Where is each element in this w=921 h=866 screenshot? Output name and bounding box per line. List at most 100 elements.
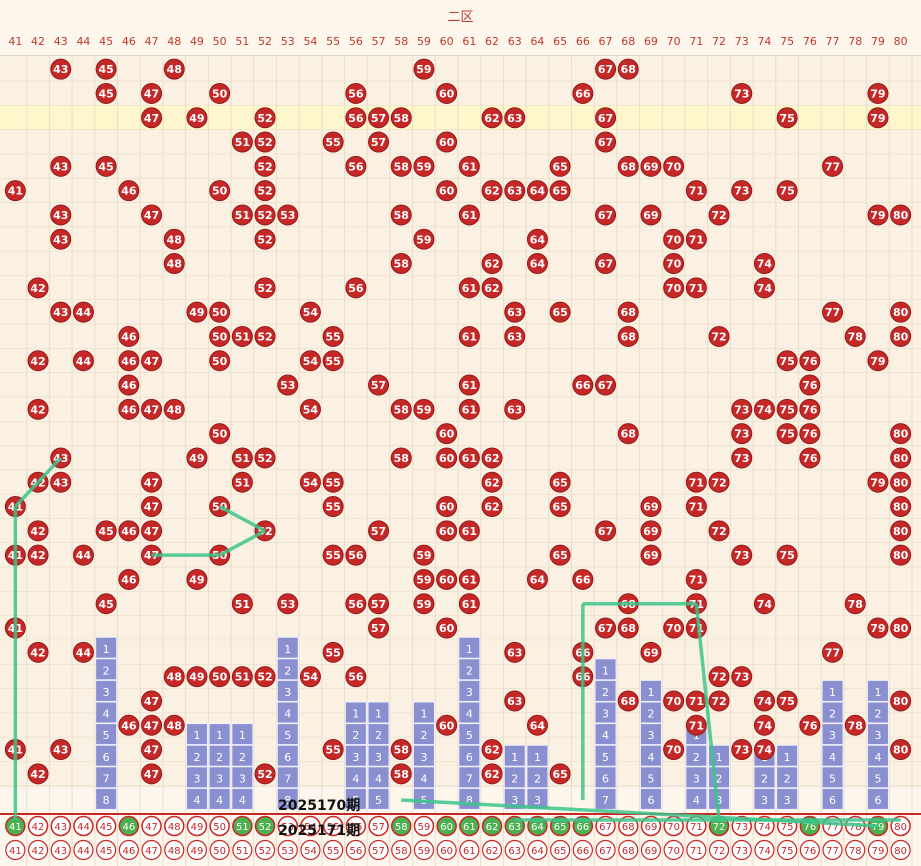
hist-block bbox=[208, 744, 231, 767]
period-170-label: 43 bbox=[54, 822, 67, 833]
hit-ball bbox=[595, 253, 617, 275]
hit-ball-label: 69 bbox=[643, 160, 658, 173]
hit-ball-label: 48 bbox=[167, 233, 182, 246]
hit-ball-label: 60 bbox=[439, 501, 455, 514]
hit-ball-label: 48 bbox=[167, 719, 182, 732]
hist-block-label: 8 bbox=[466, 794, 473, 807]
hit-ball-label: 71 bbox=[689, 622, 704, 635]
hit-ball-label: 61 bbox=[462, 330, 477, 343]
hist-block bbox=[821, 723, 844, 746]
hist-block bbox=[367, 744, 390, 767]
hit-ball bbox=[526, 714, 548, 736]
hit-ball-label: 58 bbox=[394, 112, 409, 125]
hit-ball bbox=[458, 593, 480, 615]
hist-block bbox=[458, 679, 481, 702]
trend-arrow bbox=[401, 798, 879, 828]
period-171-label: 73 bbox=[735, 846, 748, 857]
hit-ball-label: 75 bbox=[779, 549, 794, 562]
row-bg bbox=[0, 129, 921, 155]
hit-ball bbox=[504, 301, 526, 323]
hit-ball-label: 80 bbox=[893, 695, 909, 708]
period-170-label: 41 bbox=[9, 822, 22, 833]
hit-ball bbox=[95, 58, 117, 80]
hit-ball bbox=[322, 471, 344, 493]
period-170-label: 60 bbox=[440, 822, 453, 833]
hit-ball bbox=[481, 496, 503, 518]
hit-ball-label: 70 bbox=[666, 282, 682, 295]
hit-ball-label: 67 bbox=[598, 258, 613, 271]
hit-ball bbox=[776, 423, 798, 445]
hist-block bbox=[185, 766, 208, 789]
column-header-73: 73 bbox=[734, 35, 749, 48]
hit-ball bbox=[595, 204, 617, 226]
row-bg bbox=[0, 251, 921, 276]
hit-ball bbox=[163, 253, 185, 275]
period-171-ball bbox=[504, 839, 525, 861]
hit-ball bbox=[254, 107, 276, 129]
hit-ball-label: 47 bbox=[144, 768, 159, 781]
hit-ball-label: 73 bbox=[734, 428, 749, 441]
hist-block bbox=[185, 744, 208, 767]
period-171-label: 67 bbox=[599, 846, 612, 857]
hit-ball bbox=[890, 325, 912, 347]
hit-ball bbox=[413, 593, 435, 615]
hist-block bbox=[639, 723, 662, 746]
hit-ball bbox=[867, 471, 889, 493]
hist-block-label: 3 bbox=[602, 708, 609, 721]
hit-ball bbox=[595, 374, 617, 396]
hist-block bbox=[594, 723, 617, 746]
hit-ball-label: 73 bbox=[734, 744, 749, 757]
hit-ball-label: 66 bbox=[575, 573, 591, 586]
hit-ball-label: 69 bbox=[643, 549, 658, 562]
hit-ball-label: 73 bbox=[734, 452, 749, 465]
hit-ball bbox=[436, 82, 458, 104]
hit-ball bbox=[731, 447, 753, 469]
hist-block-label: 4 bbox=[216, 794, 223, 807]
hit-ball bbox=[867, 107, 889, 129]
hit-ball-label: 61 bbox=[462, 209, 477, 222]
hit-ball-label: 79 bbox=[870, 209, 885, 222]
hist-block bbox=[594, 679, 617, 702]
hist-block-label: 4 bbox=[375, 772, 382, 785]
hist-block-label: 3 bbox=[874, 729, 881, 742]
hist-block bbox=[458, 636, 481, 659]
period-170-label: 80 bbox=[894, 822, 907, 833]
hit-ball bbox=[731, 423, 753, 445]
hit-ball bbox=[345, 593, 367, 615]
hist-block-label: 2 bbox=[647, 708, 654, 721]
hit-ball-label: 51 bbox=[235, 330, 250, 343]
period-171-label: 44 bbox=[77, 846, 90, 857]
hit-ball bbox=[345, 544, 367, 566]
hit-ball bbox=[890, 690, 912, 712]
hit-ball bbox=[141, 690, 163, 712]
period-171-ball bbox=[277, 839, 298, 861]
hit-ball bbox=[685, 714, 707, 736]
period-170-ball bbox=[300, 815, 321, 837]
hist-block-label: 8 bbox=[103, 794, 110, 807]
hit-ball bbox=[118, 325, 140, 347]
period-170-label: 78 bbox=[849, 822, 862, 833]
column-header-67: 67 bbox=[598, 35, 613, 48]
row-bg bbox=[0, 615, 921, 641]
period-171-label: 75 bbox=[781, 846, 794, 857]
hit-ball bbox=[549, 301, 571, 323]
hit-ball bbox=[481, 447, 503, 469]
hit-ball-label: 55 bbox=[325, 136, 340, 149]
hit-ball-label: 52 bbox=[257, 768, 272, 781]
column-header-72: 72 bbox=[712, 35, 727, 48]
period-171-ball bbox=[663, 839, 684, 861]
hit-ball bbox=[118, 520, 140, 542]
hist-block-label: 2 bbox=[466, 664, 473, 677]
hist-block bbox=[344, 766, 367, 789]
hist-block-label: 4 bbox=[693, 794, 700, 807]
hit-ball-label: 75 bbox=[779, 403, 794, 416]
period-170-ball bbox=[436, 815, 457, 837]
hit-ball-label: 76 bbox=[802, 355, 818, 368]
hit-ball-label: 62 bbox=[484, 501, 499, 514]
hist-block bbox=[367, 787, 390, 810]
period-171-label: 50 bbox=[213, 846, 226, 857]
hit-ball bbox=[890, 617, 912, 639]
hit-ball-label: 62 bbox=[484, 112, 499, 125]
column-header-56: 56 bbox=[348, 35, 363, 48]
hit-ball bbox=[663, 739, 685, 761]
